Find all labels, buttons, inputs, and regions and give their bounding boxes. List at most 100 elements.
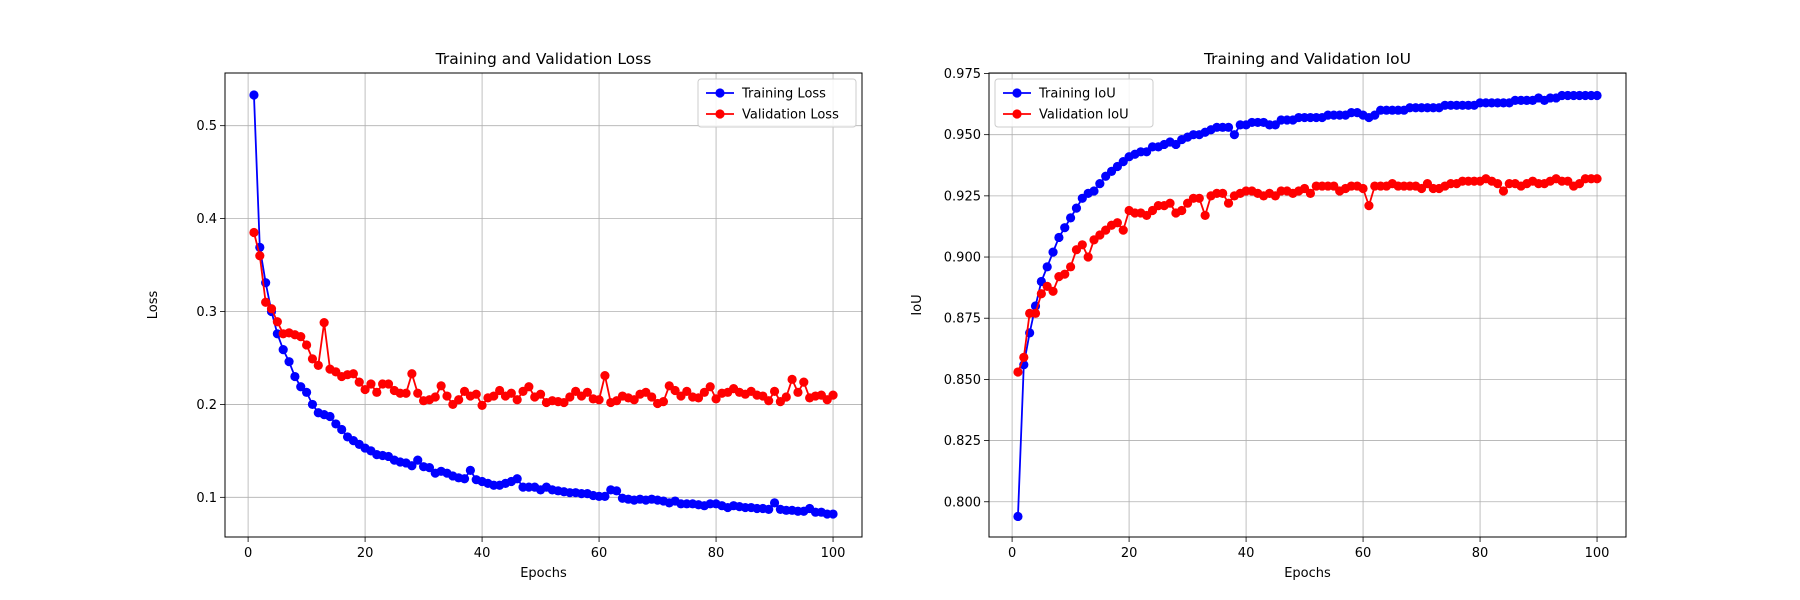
data-point	[524, 382, 534, 392]
data-point	[366, 379, 376, 389]
data-point	[1364, 201, 1374, 211]
data-point	[506, 388, 516, 398]
data-point	[1493, 179, 1503, 189]
data-point	[424, 462, 435, 473]
legend: Training Loss Validation Loss	[697, 78, 857, 128]
data-point	[1065, 213, 1076, 223]
y-tick-label: 0.950	[944, 128, 981, 143]
data-point	[413, 388, 423, 398]
data-point	[272, 317, 282, 327]
y-tick-label: 0.2	[196, 398, 217, 413]
data-point	[1592, 174, 1602, 184]
data-point	[1077, 240, 1087, 250]
x-axis-label: Epochs	[520, 566, 567, 581]
data-point	[278, 344, 288, 355]
data-point	[1229, 130, 1239, 140]
data-point	[296, 382, 306, 392]
data-point	[1048, 247, 1058, 257]
y-tick-label: 0.800	[944, 495, 981, 510]
data-point	[249, 227, 259, 238]
data-point	[430, 392, 440, 402]
y-axis-label: Loss	[146, 291, 161, 320]
data-point	[1223, 198, 1234, 208]
data-point	[459, 474, 470, 484]
data-point	[436, 381, 446, 391]
data-point	[658, 397, 669, 407]
data-point	[471, 389, 481, 399]
y-tick-label: 0.4	[196, 212, 217, 227]
series-line-2	[1017, 177, 1598, 373]
x-tick-label: 80	[708, 546, 725, 561]
data-point	[301, 387, 312, 397]
data-point	[1030, 308, 1041, 318]
data-point	[1042, 262, 1052, 272]
x-tick-label: 0	[1008, 546, 1016, 561]
data-point	[682, 386, 692, 397]
data-point	[693, 393, 704, 403]
data-point	[1223, 122, 1234, 132]
data-point	[647, 392, 657, 402]
data-point	[1019, 352, 1029, 362]
data-point	[454, 395, 464, 405]
data-point	[769, 498, 780, 508]
data-point	[699, 387, 709, 397]
data-point	[1112, 218, 1122, 228]
data-point	[793, 387, 803, 397]
x-tick-label: 40	[1238, 546, 1255, 561]
data-point	[255, 251, 265, 261]
x-tick-label: 100	[1585, 546, 1610, 561]
chart-2: 0 20 40 60 80 100 0.800 0.825 0.850 0.875 0.900 0.9…	[910, 50, 1627, 581]
legend-marker	[715, 88, 725, 98]
legend-box	[994, 78, 1154, 128]
legend-marker	[1012, 109, 1022, 119]
data-point	[360, 384, 370, 395]
legend-box	[697, 78, 857, 128]
data-point	[401, 388, 411, 398]
data-point	[565, 392, 575, 402]
data-point	[1165, 198, 1175, 208]
legend-label: Validation Loss	[742, 108, 839, 123]
data-point	[787, 374, 797, 384]
data-point	[465, 465, 475, 475]
data-point	[307, 354, 318, 364]
data-point	[290, 371, 300, 382]
data-point	[670, 385, 680, 396]
data-point	[1071, 203, 1082, 213]
data-point	[535, 389, 546, 399]
data-point	[1089, 186, 1099, 196]
data-point	[495, 385, 505, 396]
x-tick-label: 20	[357, 546, 374, 561]
x-tick-label: 0	[244, 546, 252, 561]
data-point	[600, 371, 610, 381]
data-point	[249, 90, 259, 100]
data-point	[764, 396, 774, 406]
chart-1: 0 20 40 60 80 100 0.1 0.2 0.3 0.4 0.5 Training and …	[146, 50, 863, 581]
data-point	[331, 419, 341, 429]
data-point	[705, 382, 715, 392]
data-point	[296, 331, 306, 342]
data-point	[629, 395, 639, 405]
data-point	[307, 399, 318, 410]
data-point	[1200, 210, 1210, 221]
data-point	[407, 369, 417, 379]
legend-label: Training Loss	[741, 87, 826, 102]
x-tick-label: 40	[474, 546, 491, 561]
x-tick-label: 60	[591, 546, 608, 561]
data-point	[1060, 223, 1070, 233]
data-point	[313, 360, 323, 370]
data-point	[348, 369, 358, 379]
y-tick-label: 0.875	[944, 312, 981, 327]
data-point	[383, 379, 394, 389]
data-point	[1592, 90, 1602, 101]
data-point	[1054, 232, 1064, 243]
data-point	[711, 394, 721, 404]
data-point	[559, 397, 569, 408]
y-tick-label: 0.825	[944, 434, 981, 449]
series-line-1	[1017, 94, 1598, 517]
y-tick-label: 0.850	[944, 373, 981, 388]
y-tick-label: 0.5	[196, 119, 217, 134]
data-point	[337, 424, 347, 435]
data-point	[442, 391, 452, 401]
data-point	[354, 377, 364, 387]
data-point	[413, 455, 423, 465]
